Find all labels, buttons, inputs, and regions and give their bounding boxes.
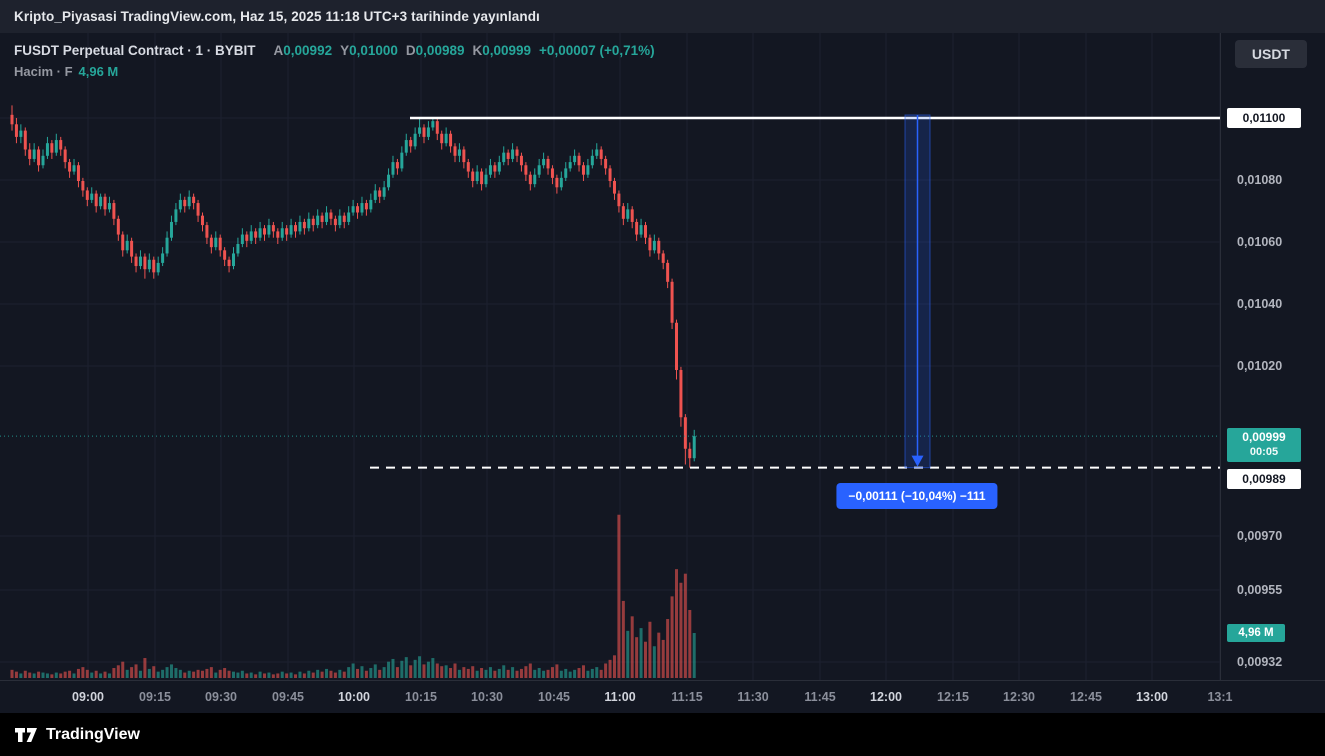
price-tick: 0,01080: [1237, 173, 1283, 187]
time-tick: 09:00: [72, 690, 104, 704]
price-tick: 0,01040: [1237, 297, 1283, 311]
volume-legend: Hacim · F 4,96 M: [14, 64, 118, 79]
price-tick: 0,00970: [1237, 529, 1283, 543]
ohlc-label: K: [472, 43, 483, 58]
time-tick: 09:15: [139, 690, 171, 704]
ohlc-label: D: [405, 43, 416, 58]
chart-area[interactable]: FUSDT Perpetual Contract · 1 · BYBIT A0,0…: [0, 33, 1325, 680]
time-tick: 12:00: [870, 690, 902, 704]
volume-legend-value: 4,96 M: [78, 64, 119, 79]
price-tick: 0,00932: [1237, 655, 1283, 669]
bar-countdown: 00:05: [1249, 446, 1279, 458]
time-tick: 13:1: [1207, 690, 1233, 704]
price-change: +0,00007 (+0,71%): [539, 43, 655, 58]
time-tick: 11:30: [737, 690, 769, 704]
tradingview-wordmark[interactable]: TradingView: [46, 725, 140, 743]
ohlc-value: 0,01000: [349, 43, 398, 58]
resistance-price-label: 0,01100: [1227, 108, 1301, 128]
symbol-title[interactable]: FUSDT Perpetual Contract · 1 · BYBIT: [14, 43, 256, 58]
time-tick: 09:30: [205, 690, 237, 704]
price-chart-canvas[interactable]: [0, 33, 1325, 680]
time-tick: 09:45: [272, 690, 304, 704]
time-tick: 12:45: [1070, 690, 1102, 704]
volume-axis-label: 4,96 M: [1227, 624, 1285, 642]
time-tick: 10:00: [338, 690, 370, 704]
volume-legend-label: Hacim · F: [14, 64, 73, 79]
chart-legend: FUSDT Perpetual Contract · 1 · BYBIT A0,0…: [14, 43, 655, 58]
time-tick: 11:00: [604, 690, 636, 704]
time-tick: 11:15: [671, 690, 703, 704]
time-axis[interactable]: 09:00 09:15 09:30 09:45 10:00 10:15 10:30 10:45…: [0, 680, 1325, 713]
measure-tool-tooltip: −0,00111 (−10,04%) −111: [836, 483, 998, 509]
footer-bar: TradingView: [0, 713, 1325, 756]
price-tick: 0,01020: [1237, 359, 1283, 373]
time-tick: 10:15: [405, 690, 437, 704]
time-tick: 11:45: [804, 690, 836, 704]
time-tick: 12:30: [1003, 690, 1035, 704]
time-tick: 10:30: [471, 690, 503, 704]
publish-topbar: Kripto_Piyasasi TradingView.com, Haz 15,…: [0, 0, 1325, 33]
price-tick: 0,00955: [1237, 583, 1283, 597]
publish-info-text: Kripto_Piyasasi TradingView.com, Haz 15,…: [14, 9, 540, 24]
tradingview-logo-icon[interactable]: [14, 723, 38, 747]
ohlc-label: A: [273, 43, 284, 58]
current-price-label: 0,00999 00:05: [1227, 428, 1301, 462]
current-price-value: 0,00999: [1242, 430, 1286, 444]
time-tick: 10:45: [538, 690, 570, 704]
ohlc-value: 0,00992: [283, 43, 333, 58]
time-tick: 12:15: [937, 690, 969, 704]
currency-toggle-button[interactable]: USDT: [1234, 40, 1307, 68]
support-price-label: 0,00989: [1227, 469, 1301, 489]
ohlc-label: Y: [340, 43, 350, 58]
time-tick: 13:00: [1136, 690, 1168, 704]
ohlc-value: 0,00989: [415, 43, 465, 58]
price-tick: 0,01060: [1237, 235, 1283, 249]
ohlc-value: 0,00999: [482, 43, 532, 58]
legend-ohlc: A0,00992 Y0,01000 D0,00989 K0,00999 +0,00007…: [266, 43, 655, 58]
